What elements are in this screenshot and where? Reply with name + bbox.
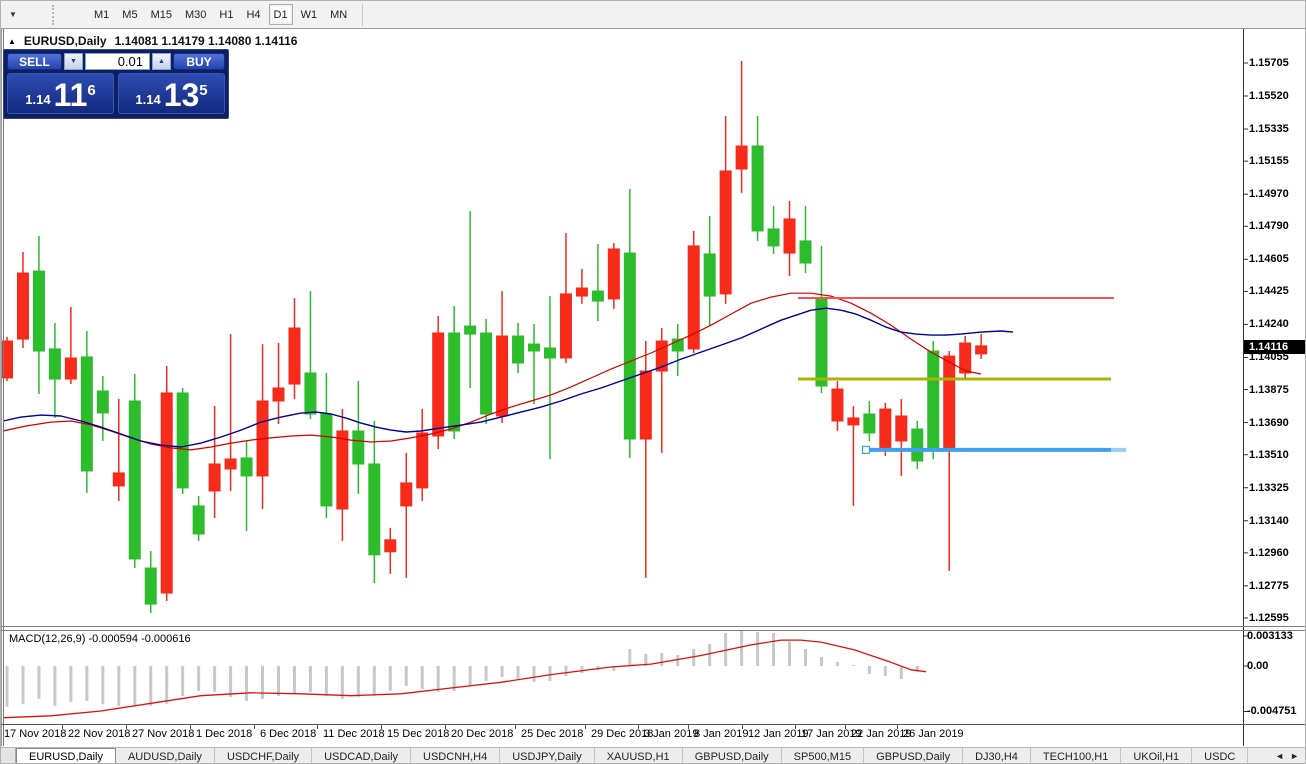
buy-price-prefix: 1.14 [135,92,161,107]
chart-tab-sp500-m15[interactable]: SP500,M15 [781,748,865,763]
indicator-axis-label: 0.00 [1247,660,1269,672]
timeframe-button-d1[interactable]: D1 [268,4,293,25]
buy-price-pips: 13 [163,77,200,113]
date-axis-label: 6 Dec 2018 [260,728,317,740]
buy-price-point: 5 [199,82,208,99]
date-axis-label: 12 Jan 2019 [748,728,809,740]
chart-tab-dj30-h4[interactable]: DJ30,H4 [963,748,1031,763]
chart-tab-usdc[interactable]: USDC [1192,748,1249,763]
price-axis-label: 1.14605 [1249,253,1289,266]
date-axis-label: 8 Jan 2019 [694,728,749,740]
lot-size-input[interactable]: 0.01 [85,53,150,70]
date-axis-label: 17 Nov 2018 [4,728,67,740]
lot-decrease-button[interactable]: ▼ [64,53,83,70]
lot-increase-button[interactable]: ▲ [152,53,171,70]
timeframe-button-w1[interactable]: W1 [296,4,323,25]
price-axis-label: 1.12775 [1249,579,1289,592]
current-price-badge: 1.14116 [1244,340,1305,354]
sell-price-button[interactable]: 1.14 11 6 [7,73,114,114]
tab-scroll-right-icon[interactable]: ► [1290,751,1299,761]
indicator-label: MACD(12,26,9) -0.000594 -0.000616 [9,633,191,645]
buy-price-button[interactable]: 1.14 13 5 [118,73,225,114]
indicator-axis-label: -0.004751 [1247,705,1297,718]
buy-button[interactable]: BUY [173,53,225,70]
timeframe-button-m30[interactable]: M30 [180,4,211,25]
chart-tab-bar: EURUSD,Daily AUDUSD,Daily USDCHF,Daily USDC… [1,747,1305,763]
timeframe-button-m5[interactable]: M5 [117,4,142,25]
date-axis-label: 25 Dec 2018 [521,728,584,740]
timeframe-button-m15[interactable]: M15 [146,4,177,25]
price-axis-label: 1.13875 [1249,383,1289,396]
sell-price-pips: 11 [53,77,88,113]
sell-price-prefix: 1.14 [25,92,51,107]
price-axis-label: 1.14790 [1249,220,1289,233]
date-axis-label: 17 Jan 2019 [801,728,862,740]
date-axis-label: 29 Dec 2018 [591,728,654,740]
price-axis-label: 1.13140 [1249,514,1289,527]
chart-tab-eurusd-daily[interactable]: EURUSD,Daily [16,748,116,763]
arrow-up-icon: ▲ [158,58,165,65]
chart-tab-usdcad-daily[interactable]: USDCAD,Daily [312,748,412,763]
date-axis-label: 11 Dec 2018 [323,728,385,740]
chart-symbol-period: EURUSD,Daily [23,34,107,48]
timeframe-button-m1[interactable]: M1 [89,4,114,25]
tab-scroll-controls: ◄ ► [1271,748,1303,763]
date-axis-label: 26 Jan 2019 [903,728,964,740]
price-axis-label: 1.14970 [1249,188,1289,201]
timeframe-button-h4[interactable]: H4 [241,4,265,25]
chart-title: ▲ EURUSD,Daily 1.14081 1.14179 1.14080 1… [8,34,297,48]
price-axis-label: 1.14425 [1249,285,1289,298]
chart-tab-tech100-h1[interactable]: TECH100,H1 [1030,748,1122,763]
price-axis-label: 1.15705 [1249,57,1289,69]
toolbar-grip-handle[interactable] [52,4,55,25]
date-axis-label: 15 Dec 2018 [387,728,450,740]
price-axis-label: 1.13690 [1249,416,1289,429]
arrow-down-icon: ▼ [70,58,77,65]
sell-price-point: 6 [87,82,96,99]
chart-tab-audusd-daily[interactable]: AUDUSD,Daily [115,748,215,763]
price-axis-label: 1.13510 [1249,448,1289,461]
tab-bar-stub [1,748,16,763]
sell-button[interactable]: SELL [7,53,62,70]
date-axis-label: 3 Jan 2019 [644,728,699,740]
price-axis-label: 1.14240 [1249,318,1289,331]
toolbar-separator [362,3,364,26]
chevron-down-icon: ▼ [9,10,17,19]
chart-tab-usdjpy-daily[interactable]: USDJPY,Daily [500,748,595,763]
one-click-trading-panel: SELL ▼ 0.01 ▲ BUY 1.14 11 6 1.14 13 5 [3,49,229,119]
date-axis-label: 27 Nov 2018 [132,728,195,740]
timeframe-button-mn[interactable]: MN [325,4,352,25]
timeframe-button-h1[interactable]: H1 [214,4,238,25]
price-axis-label: 1.15520 [1249,90,1289,102]
indicator-axis-label: 0.003133 [1247,630,1293,642]
price-axis-label: 1.14055 [1249,351,1289,364]
tab-scroll-left-icon[interactable]: ◄ [1275,751,1285,761]
chart-tab-usdcnh-h4[interactable]: USDCNH,H4 [411,748,501,763]
price-axis-label: 1.12595 [1249,612,1289,624]
chart-dropdown-button[interactable]: ▼ [4,5,22,25]
chart-tab-gbpusd-daily[interactable]: GBPUSD,Daily [864,748,964,763]
chart-ohlc-values: 1.14081 1.14179 1.14080 1.14116 [114,34,298,48]
collapse-panel-icon[interactable]: ▲ [8,36,16,46]
price-axis-label: 1.15335 [1249,123,1289,136]
chart-tab-xauusd-h1[interactable]: XAUUSD,H1 [594,748,683,763]
toolbar: ▼ M1 M5 M15 M30 H1 H4 D1 W1 MN [1,1,1305,29]
price-axis-label: 1.15155 [1249,155,1289,168]
date-axis-label: 20 Dec 2018 [451,728,514,740]
chart-tab-gbpusd-daily[interactable]: GBPUSD,Daily [682,748,782,763]
chart-tab-ukoil-h1[interactable]: UKOil,H1 [1121,748,1193,763]
chart-tab-usdchf-daily[interactable]: USDCHF,Daily [214,748,313,763]
timeframe-button-group: M1 M5 M15 M30 H1 H4 D1 W1 MN [89,4,352,25]
date-axis-label: 22 Nov 2018 [68,728,131,740]
price-axis-label: 1.13325 [1249,481,1289,494]
date-axis-label: 22 Jan 2019 [851,728,912,740]
price-axis-label: 1.12960 [1249,546,1289,559]
date-axis-label: 1 Dec 2018 [196,728,253,740]
